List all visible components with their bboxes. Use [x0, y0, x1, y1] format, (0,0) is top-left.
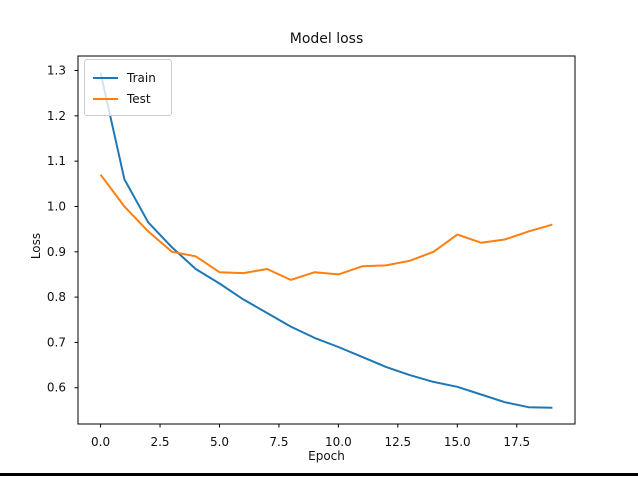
x-tick-label: 15.0 — [444, 435, 471, 449]
chart-title: Model loss — [289, 31, 364, 47]
y-tick-label: 1.0 — [47, 199, 66, 213]
series-line-train — [99, 72, 553, 409]
x-tick-label: 10.0 — [325, 435, 352, 449]
x-tick-label: 12.5 — [384, 435, 411, 449]
test-line-swatch — [93, 97, 118, 100]
x-tick-label: 0.0 — [91, 435, 110, 449]
x-tick-label: 5.0 — [210, 435, 229, 449]
legend: Train Test — [84, 59, 172, 116]
x-tick-label: 7.5 — [269, 435, 288, 449]
legend-entry-test: Test — [93, 88, 171, 109]
plot-frame — [77, 55, 576, 425]
x-tick-label: 2.5 — [150, 435, 169, 449]
window-bottom-border — [0, 473, 638, 476]
y-tick-label: 0.8 — [47, 290, 66, 304]
y-tick-label: 1.1 — [47, 154, 66, 168]
y-tick-label: 1.3 — [47, 64, 66, 78]
legend-label-train: Train — [127, 70, 156, 85]
x-tick-label: 17.5 — [503, 435, 530, 449]
y-tick-label: 1.2 — [47, 109, 66, 123]
legend-label-test: Test — [127, 91, 151, 106]
y-tick-label: 0.6 — [47, 381, 66, 395]
train-line-swatch — [93, 76, 118, 79]
series-line-test — [99, 174, 553, 281]
y-tick-label: 0.9 — [47, 245, 66, 259]
legend-entry-train: Train — [93, 67, 171, 88]
y-tick-label: 0.7 — [47, 335, 66, 349]
y-axis-label: Loss — [29, 232, 43, 260]
x-axis-label: Epoch — [308, 449, 345, 463]
